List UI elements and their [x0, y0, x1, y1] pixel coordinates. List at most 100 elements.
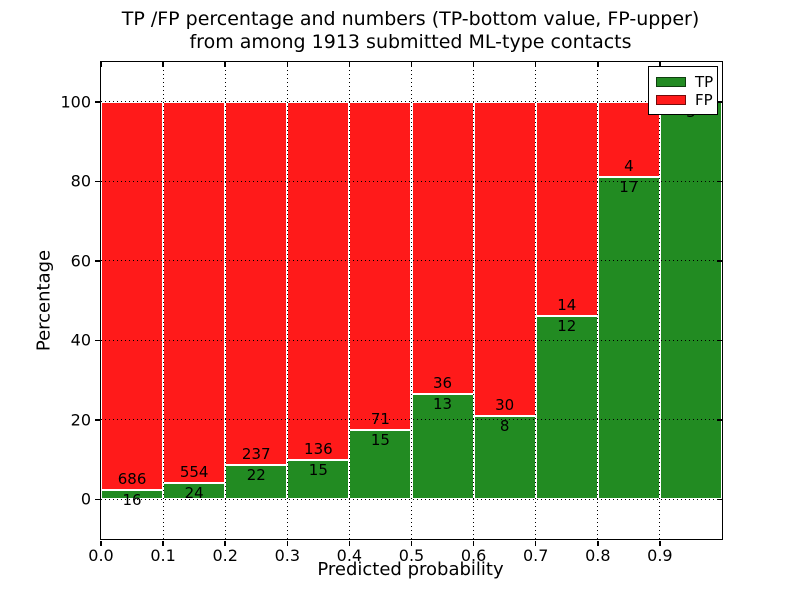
tp-bar-segment [597, 177, 660, 500]
y-tick-left [94, 498, 100, 500]
x-tick-bottom [162, 540, 164, 546]
gridline-vertical [224, 62, 226, 539]
tp-count-label: 12 [557, 316, 577, 335]
tp-bar-segment [659, 101, 722, 500]
x-tick-bottom [472, 540, 475, 546]
x-tick-label: 0.0 [88, 546, 114, 565]
fp-count-label: 71 [370, 409, 390, 428]
gridline-vertical [473, 62, 475, 539]
x-tick-top [100, 62, 102, 67]
tp-count-label: 13 [433, 394, 453, 413]
y-tick-label: 20 [70, 410, 91, 430]
fp-color-swatch [656, 95, 686, 105]
chart-title-line1: TP /FP percentage and numbers (TP-bottom… [121, 8, 700, 30]
gridline-vertical [411, 62, 412, 539]
tp-count-label: 17 [619, 178, 639, 197]
fp-bar-segment [287, 101, 350, 460]
x-tick-top [286, 62, 289, 67]
fp-count-label: 136 [304, 439, 333, 458]
x-tick-top [162, 62, 164, 67]
fp-count-label: 686 [117, 470, 147, 489]
y-tick-right [717, 260, 722, 262]
x-tick-label: 0.9 [647, 546, 673, 565]
x-tick-bottom [100, 540, 102, 546]
y-tick-right [717, 498, 722, 500]
fp-count-label: 554 [179, 462, 209, 481]
tp-count-label: 22 [246, 466, 266, 485]
gridline-vertical [535, 62, 537, 539]
x-tick-label: 0.8 [585, 546, 611, 565]
legend-item-fp: FP [656, 91, 713, 109]
legend-label-tp: TP [695, 73, 714, 91]
gridline-vertical [348, 62, 350, 539]
fp-count-label: 14 [557, 295, 577, 314]
x-tick-top [472, 62, 475, 67]
x-tick-bottom [224, 540, 226, 546]
tp-bar-segment [349, 429, 412, 500]
x-tick-top [659, 62, 661, 67]
y-tick-label: 60 [70, 251, 91, 271]
tp-bar-segment [225, 465, 288, 500]
y-tick-label: 80 [70, 171, 91, 191]
x-tick-label: 0.4 [336, 546, 363, 565]
y-tick-label: 0 [80, 489, 91, 509]
tp-count-label: 15 [370, 430, 390, 449]
fp-bar-segment [163, 101, 226, 483]
fp-bar-segment [473, 101, 536, 416]
gridline-vertical [659, 62, 661, 539]
fp-count-label: 237 [241, 445, 271, 464]
tp-bar-segment [473, 415, 536, 500]
plot-area: 6861655424237221361571153613308141241730… [60, 61, 723, 565]
tp-count-label: 24 [184, 483, 204, 502]
y-axis-label: Percentage [33, 249, 55, 352]
tp-bar-segment [101, 490, 164, 500]
x-tick-top [410, 62, 413, 67]
x-tick-bottom [348, 540, 351, 546]
tp-bar-segment [411, 393, 474, 500]
x-tick-top [534, 62, 537, 67]
fp-count-label: 36 [433, 373, 453, 392]
gridline-vertical [162, 62, 164, 539]
fp-count-label: 4 [624, 157, 634, 176]
fp-bar-segment [349, 101, 412, 430]
legend: TP FP [648, 66, 718, 115]
chart-title: TP /FP percentage and numbers (TP-bottom… [100, 8, 721, 54]
x-tick-top [224, 62, 226, 67]
y-tick-label: 40 [70, 330, 91, 350]
y-tick-right [717, 101, 722, 103]
tp-count-label: 15 [308, 460, 328, 479]
y-tick-left [94, 260, 100, 262]
chart-title-line2: from among 1913 submitted ML-type contac… [189, 31, 632, 53]
tp-count-label: 8 [499, 416, 510, 435]
gridline-vertical [286, 62, 288, 539]
x-tick-bottom [286, 540, 289, 546]
tp-bar-segment [163, 482, 226, 500]
x-tick-label: 0.1 [150, 546, 176, 565]
gridline-vertical [597, 62, 599, 539]
y-tick-right [717, 419, 722, 421]
x-tick-label: 0.3 [274, 546, 301, 565]
tp-bar-segment [535, 315, 598, 500]
tp-count-label: 16 [122, 491, 142, 510]
y-tick-left [94, 339, 100, 341]
fp-bar-segment [101, 101, 164, 491]
fp-count-label: 30 [495, 395, 515, 414]
x-tick-bottom [597, 540, 599, 546]
fp-bar-segment [225, 101, 288, 466]
y-tick-label: 100 [60, 92, 91, 112]
legend-label-fp: FP [695, 91, 713, 109]
tp-bar-segment [287, 459, 350, 500]
x-tick-label: 0.6 [460, 546, 487, 565]
y-tick-left [94, 101, 100, 103]
fp-bar-segment [411, 101, 474, 394]
x-tick-bottom [534, 540, 537, 546]
tp-color-swatch [656, 77, 686, 87]
x-axis-label: Predicted probability [317, 559, 504, 580]
x-tick-label: 0.2 [212, 546, 238, 565]
x-tick-label: 0.5 [398, 546, 425, 565]
y-tick-right [717, 339, 722, 341]
legend-item-tp: TP [656, 73, 714, 91]
x-tick-bottom [659, 540, 661, 546]
y-tick-left [94, 419, 100, 421]
